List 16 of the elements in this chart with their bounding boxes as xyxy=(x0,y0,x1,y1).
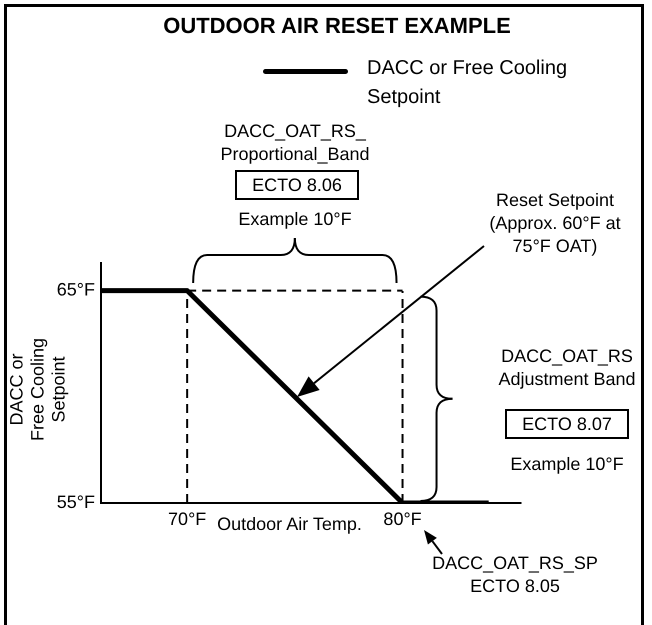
text: DACC_OAT_RS_SP ECTO 8.05 xyxy=(431,552,599,598)
text: ECTO 8.06 xyxy=(235,170,359,200)
x-axis-title: Outdoor Air Temp. xyxy=(217,513,362,536)
text: Reset Setpoint (Approx. 60°F at 75°F OAT) xyxy=(488,189,622,258)
x-tick-label: 80°F xyxy=(383,508,422,529)
text: Example 10°F xyxy=(237,208,353,231)
y-tick-label: 65°F xyxy=(56,280,95,300)
y-tick-label: 55°F xyxy=(56,492,95,512)
chart-title: OUTDOOR AIR RESET EXAMPLE xyxy=(162,13,512,38)
legend-label: DACC or Free Cooling Setpoint xyxy=(367,56,568,110)
text: DACC_OAT_RS_ Proportional_Band xyxy=(219,120,371,166)
annotation: DACC_OAT_RS Adjustment Band xyxy=(497,345,637,391)
y-axis-title: DACC or Free Cooling Setpoint xyxy=(6,336,70,444)
x-tick-label: 70°F xyxy=(168,508,206,529)
text: ECTO 8.07 xyxy=(505,409,629,439)
annotation: Example 10°F xyxy=(509,453,625,476)
